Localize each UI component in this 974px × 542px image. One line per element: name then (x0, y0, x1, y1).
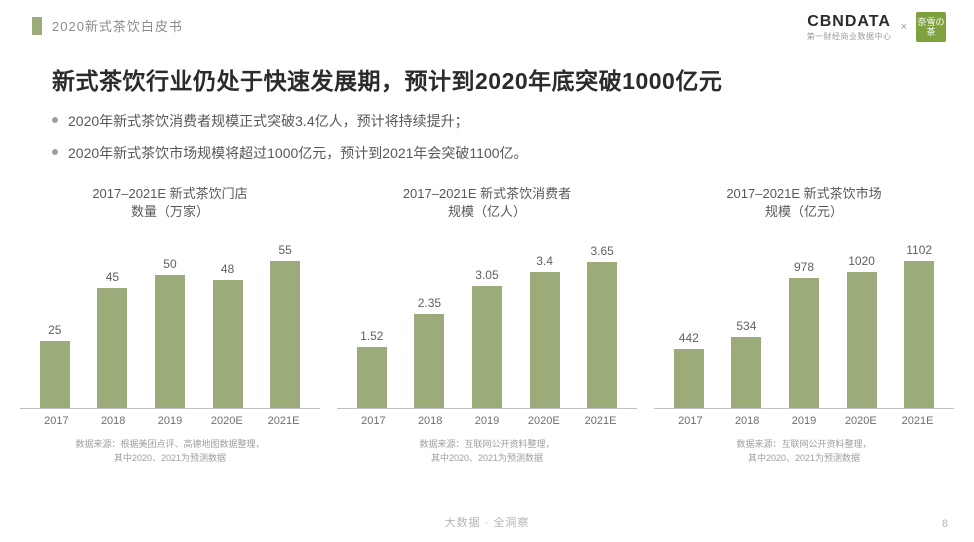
bar-value-label: 442 (679, 331, 699, 345)
bar-value-label: 2.35 (418, 296, 441, 310)
bar-rect (270, 261, 300, 408)
bar: 25 (31, 323, 79, 408)
header-label: 2020新式茶饮白皮书 (52, 16, 183, 35)
bar-rect (155, 275, 185, 408)
x-tick-label: 2020E (203, 415, 251, 427)
bar: 3.65 (578, 244, 626, 408)
cbn-wordmark: CBNDATA (807, 13, 892, 31)
bar: 55 (261, 243, 309, 408)
page-title: 新式茶饮行业仍处于快速发展期，预计到2020年底突破1000亿元 (52, 62, 722, 96)
bar-rect (414, 314, 444, 408)
bar-rect (530, 272, 560, 408)
bar-rect (587, 262, 617, 408)
bullet-dot-icon (52, 149, 58, 155)
bar: 48 (204, 262, 252, 408)
bar-rect (789, 278, 819, 408)
chart-title: 2017–2021E 新式茶饮消费者规模（亿人） (337, 185, 637, 221)
x-tick-label: 2017 (666, 415, 714, 427)
bar: 978 (780, 260, 828, 408)
x-tick-label: 2019 (780, 415, 828, 427)
header: 2020新式茶饮白皮书 (32, 16, 183, 35)
chart-title: 2017–2021E 新式茶饮门店数量（万家） (20, 185, 320, 221)
chart-plot: 442 534 978 1020 1102 (654, 229, 954, 409)
bar-rect (40, 341, 70, 408)
chart-plot: 25 45 50 48 55 (20, 229, 320, 409)
header-accent-bar (32, 17, 42, 35)
charts-row: 2017–2021E 新式茶饮门店数量（万家）25455048552017201… (20, 185, 954, 465)
x-tick-label: 2018 (406, 415, 454, 427)
x-tick-label: 2021E (577, 415, 625, 427)
bullet-text: 2020年新式茶饮市场规模将超过1000亿元，预计到2021年会突破1100亿。 (68, 142, 528, 164)
bar-value-label: 45 (106, 270, 119, 284)
x-axis: 2017 2018 2019 2020E 2021E (654, 415, 954, 427)
bar: 1.52 (348, 329, 396, 408)
chart-title: 2017–2021E 新式茶饮市场规模（亿元） (654, 185, 954, 221)
x-tick-label: 2020E (837, 415, 885, 427)
bar-value-label: 48 (221, 262, 234, 276)
x-tick-label: 2017 (349, 415, 397, 427)
bullet-text: 2020年新式茶饮消费者规模正式突破3.4亿人，预计将持续提升； (68, 110, 469, 132)
bar-value-label: 1102 (906, 243, 932, 257)
logo-area: CBNDATA 第一财经商业数据中心 × 奈雪の茶 (807, 12, 946, 42)
bar-value-label: 50 (163, 257, 176, 271)
x-tick-label: 2021E (260, 415, 308, 427)
x-tick-label: 2021E (894, 415, 942, 427)
naixue-logo: 奈雪の茶 (916, 12, 946, 42)
bar-rect (357, 347, 387, 408)
bar-value-label: 1020 (848, 254, 875, 268)
bullet-dot-icon (52, 117, 58, 123)
x-tick-label: 2020E (520, 415, 568, 427)
x-axis: 2017 2018 2019 2020E 2021E (20, 415, 320, 427)
bullet-list: 2020年新式茶饮消费者规模正式突破3.4亿人，预计将持续提升； 2020年新式… (52, 110, 934, 174)
bar: 2.35 (405, 296, 453, 408)
chart-source: 数据来源：互联网公开资料整理，其中2020、2021为预测数据 (654, 437, 954, 465)
bar-value-label: 3.4 (536, 254, 553, 268)
bullet-item: 2020年新式茶饮消费者规模正式突破3.4亿人，预计将持续提升； (52, 110, 934, 132)
page-number: 8 (942, 518, 948, 530)
bar-value-label: 25 (48, 323, 61, 337)
bar-rect (904, 261, 934, 408)
bullet-item: 2020年新式茶饮市场规模将超过1000亿元，预计到2021年会突破1100亿。 (52, 142, 934, 164)
bar-value-label: 3.05 (475, 268, 498, 282)
x-axis: 2017 2018 2019 2020E 2021E (337, 415, 637, 427)
x-tick-label: 2019 (146, 415, 194, 427)
bar: 3.4 (521, 254, 569, 408)
chart: 2017–2021E 新式茶饮市场规模（亿元） 442 534 978 1020 1102… (654, 185, 954, 465)
bar: 3.05 (463, 268, 511, 408)
bar: 50 (146, 257, 194, 408)
footer-text: 大数据 · 全洞察 (0, 514, 974, 530)
bar-rect (97, 288, 127, 408)
bar-rect (472, 286, 502, 408)
bar-rect (847, 272, 877, 408)
bar-value-label: 534 (736, 319, 756, 333)
x-tick-label: 2017 (32, 415, 80, 427)
bar-value-label: 3.65 (590, 244, 613, 258)
bar-rect (731, 337, 761, 408)
cbn-logo: CBNDATA 第一财经商业数据中心 (807, 13, 892, 42)
x-tick-label: 2018 (723, 415, 771, 427)
chart: 2017–2021E 新式茶饮门店数量（万家）25455048552017201… (20, 185, 320, 465)
bar: 45 (88, 270, 136, 408)
bar-rect (213, 280, 243, 408)
chart-source: 数据来源：根据美团点评、高德地图数据整理，其中2020、2021为预测数据 (20, 437, 320, 465)
bar-value-label: 978 (794, 260, 814, 274)
bar: 1020 (838, 254, 886, 408)
bar: 1102 (895, 243, 943, 408)
bar-value-label: 1.52 (360, 329, 383, 343)
collab-x: × (901, 21, 907, 33)
chart-plot: 1.52 2.35 3.05 3.4 3.65 (337, 229, 637, 409)
chart-source: 数据来源：互联网公开资料整理，其中2020、2021为预测数据 (337, 437, 637, 465)
bar-value-label: 55 (278, 243, 291, 257)
bar: 442 (665, 331, 713, 408)
bar: 534 (722, 319, 770, 408)
x-tick-label: 2018 (89, 415, 137, 427)
chart: 2017–2021E 新式茶饮消费者规模（亿人） 1.52 2.35 3.05 3.4 3… (337, 185, 637, 465)
cbn-sub: 第一财经商业数据中心 (807, 31, 892, 42)
bar-rect (674, 349, 704, 408)
x-tick-label: 2019 (463, 415, 511, 427)
